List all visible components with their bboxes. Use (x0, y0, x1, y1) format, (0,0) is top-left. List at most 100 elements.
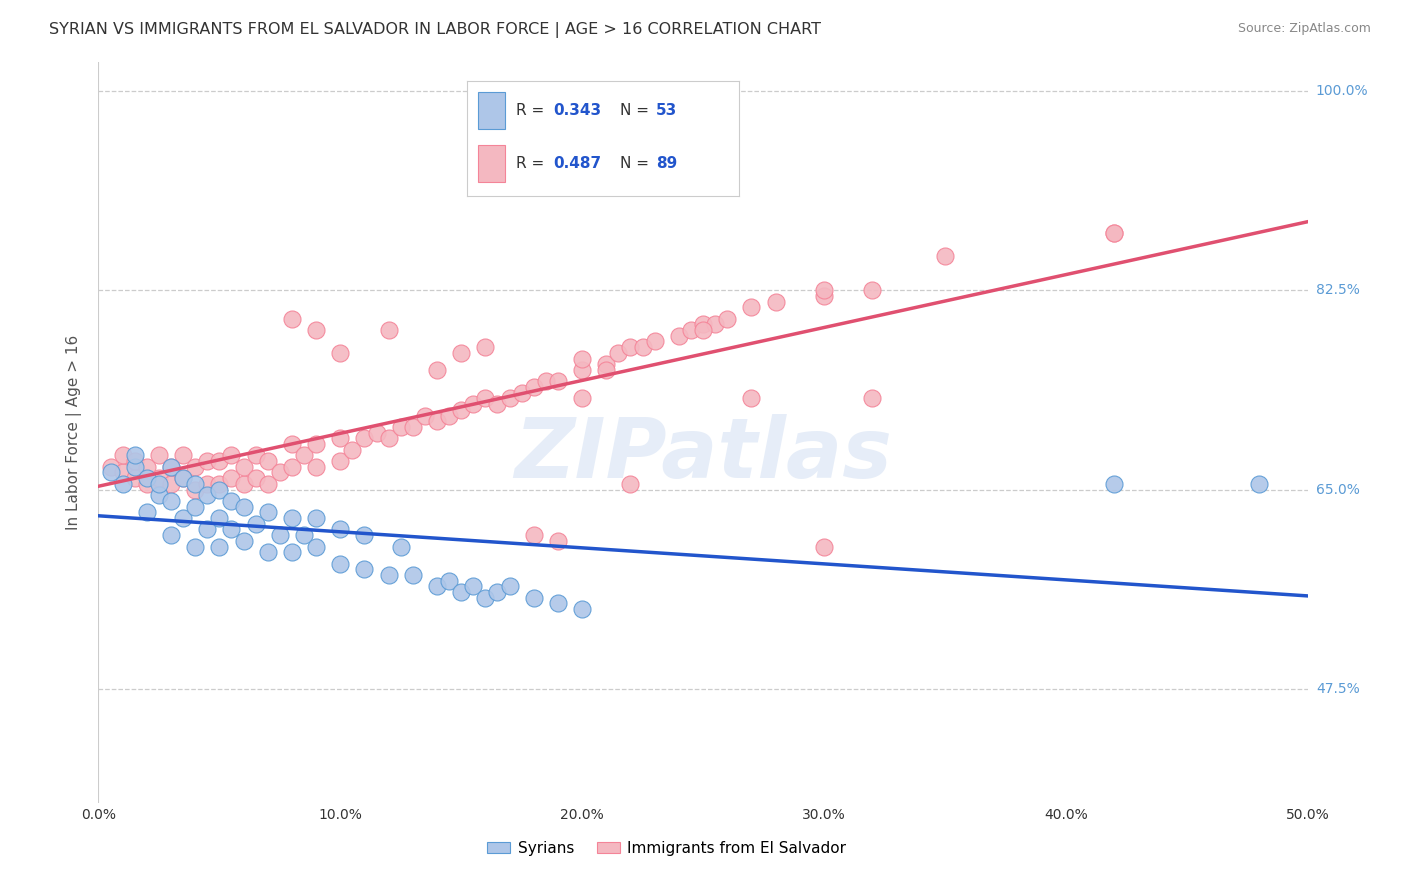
Point (281, 459, 304, 474)
Point (571, 602, 593, 616)
Point (607, 346, 630, 360)
Point (172, 471, 194, 485)
Point (402, 420, 425, 434)
Point (1102, 227, 1125, 241)
Point (389, 540, 412, 554)
Point (523, 528, 546, 542)
Point (135, 476, 157, 491)
Point (208, 540, 231, 554)
Point (342, 442, 364, 457)
Point (474, 392, 496, 406)
Point (124, 449, 146, 463)
Point (329, 454, 352, 468)
Point (184, 459, 207, 474)
Legend: Syrians, Immigrants from El Salvador: Syrians, Immigrants from El Salvador (481, 835, 852, 862)
Point (100, 466, 122, 480)
Point (1249, 476, 1271, 491)
Point (195, 476, 218, 491)
Point (571, 351, 593, 366)
Point (619, 476, 641, 491)
Point (269, 528, 291, 542)
Point (111, 466, 134, 480)
Point (135, 471, 157, 485)
Point (402, 568, 425, 582)
Point (631, 340, 654, 354)
Point (860, 283, 883, 297)
Point (305, 540, 328, 554)
Point (547, 533, 569, 548)
Point (172, 471, 194, 485)
Point (523, 591, 546, 605)
Point (148, 476, 170, 491)
Text: 47.5%: 47.5% (1316, 681, 1360, 696)
Point (463, 579, 485, 593)
Point (813, 289, 835, 303)
Text: ZIPatlas: ZIPatlas (515, 414, 891, 495)
Point (426, 414, 449, 428)
Point (668, 328, 690, 343)
Point (232, 500, 254, 514)
Point (305, 437, 328, 451)
Point (426, 579, 449, 593)
Point (765, 294, 787, 309)
Point (281, 437, 304, 451)
Point (111, 476, 134, 491)
Y-axis label: In Labor Force | Age > 16: In Labor Force | Age > 16 (66, 335, 83, 530)
Text: 100.0%: 100.0% (1316, 84, 1368, 98)
Point (644, 334, 666, 349)
Point (426, 363, 449, 377)
Point (245, 449, 267, 463)
Text: Source: ZipAtlas.com: Source: ZipAtlas.com (1237, 22, 1371, 36)
Point (245, 516, 267, 531)
Point (208, 511, 231, 525)
Point (124, 454, 146, 468)
Point (740, 301, 762, 315)
Point (486, 397, 509, 411)
Point (281, 311, 304, 326)
Point (498, 579, 520, 593)
Point (692, 318, 714, 332)
Point (160, 459, 183, 474)
Point (813, 540, 835, 554)
Point (184, 540, 207, 554)
Point (256, 505, 278, 519)
Point (281, 545, 304, 559)
Point (474, 340, 496, 354)
Point (450, 346, 472, 360)
Point (474, 591, 496, 605)
Point (305, 323, 328, 337)
Point (148, 449, 170, 463)
Point (135, 459, 157, 474)
Point (437, 574, 460, 588)
Point (716, 311, 738, 326)
Point (172, 511, 194, 525)
Point (523, 380, 546, 394)
Point (353, 431, 375, 445)
Point (595, 357, 617, 371)
Point (160, 528, 183, 542)
Point (184, 483, 207, 497)
Point (450, 585, 472, 599)
Point (813, 283, 835, 297)
Point (498, 392, 520, 406)
Point (100, 459, 122, 474)
Point (534, 375, 557, 389)
Point (305, 511, 328, 525)
Point (195, 523, 218, 537)
Point (124, 471, 146, 485)
Point (377, 323, 399, 337)
Point (232, 476, 254, 491)
Point (208, 454, 231, 468)
Point (595, 363, 617, 377)
Point (692, 323, 714, 337)
Point (389, 420, 412, 434)
Point (486, 585, 509, 599)
Point (437, 409, 460, 423)
Point (160, 459, 183, 474)
Point (232, 533, 254, 548)
Point (208, 476, 231, 491)
Point (160, 494, 183, 508)
Point (208, 483, 231, 497)
Point (256, 454, 278, 468)
Point (571, 392, 593, 406)
